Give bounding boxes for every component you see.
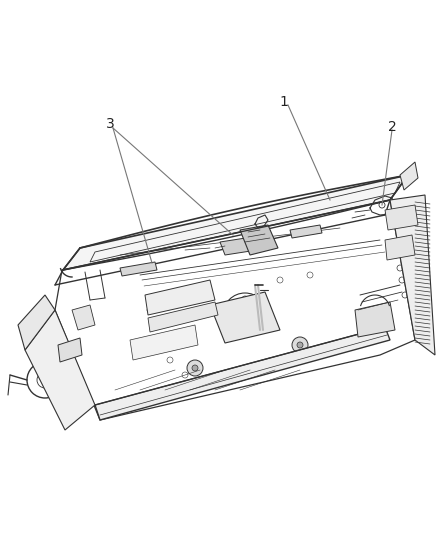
Circle shape [315,230,318,233]
Polygon shape [145,280,215,315]
Polygon shape [18,295,55,350]
Circle shape [128,269,131,271]
Circle shape [187,360,203,376]
Polygon shape [385,205,418,230]
Polygon shape [72,305,95,330]
Circle shape [243,244,247,248]
Circle shape [307,230,311,233]
Circle shape [230,244,234,248]
Circle shape [292,337,308,353]
Circle shape [138,269,141,271]
Polygon shape [385,235,415,260]
Circle shape [192,365,198,371]
Circle shape [297,230,300,233]
Polygon shape [355,302,395,337]
Polygon shape [63,175,408,270]
Polygon shape [290,225,322,238]
Circle shape [256,244,260,248]
Polygon shape [390,195,435,355]
Text: 1: 1 [279,95,289,109]
Polygon shape [25,310,95,430]
Circle shape [297,342,303,348]
Text: 2: 2 [388,120,396,134]
Polygon shape [220,235,270,255]
Polygon shape [400,162,418,190]
Polygon shape [210,292,280,343]
Polygon shape [58,338,82,362]
Polygon shape [120,262,157,276]
Polygon shape [240,225,278,255]
Circle shape [146,269,149,271]
Text: 3: 3 [106,117,114,131]
Circle shape [253,305,263,315]
Polygon shape [95,327,390,420]
Polygon shape [130,325,198,360]
Polygon shape [148,302,218,332]
